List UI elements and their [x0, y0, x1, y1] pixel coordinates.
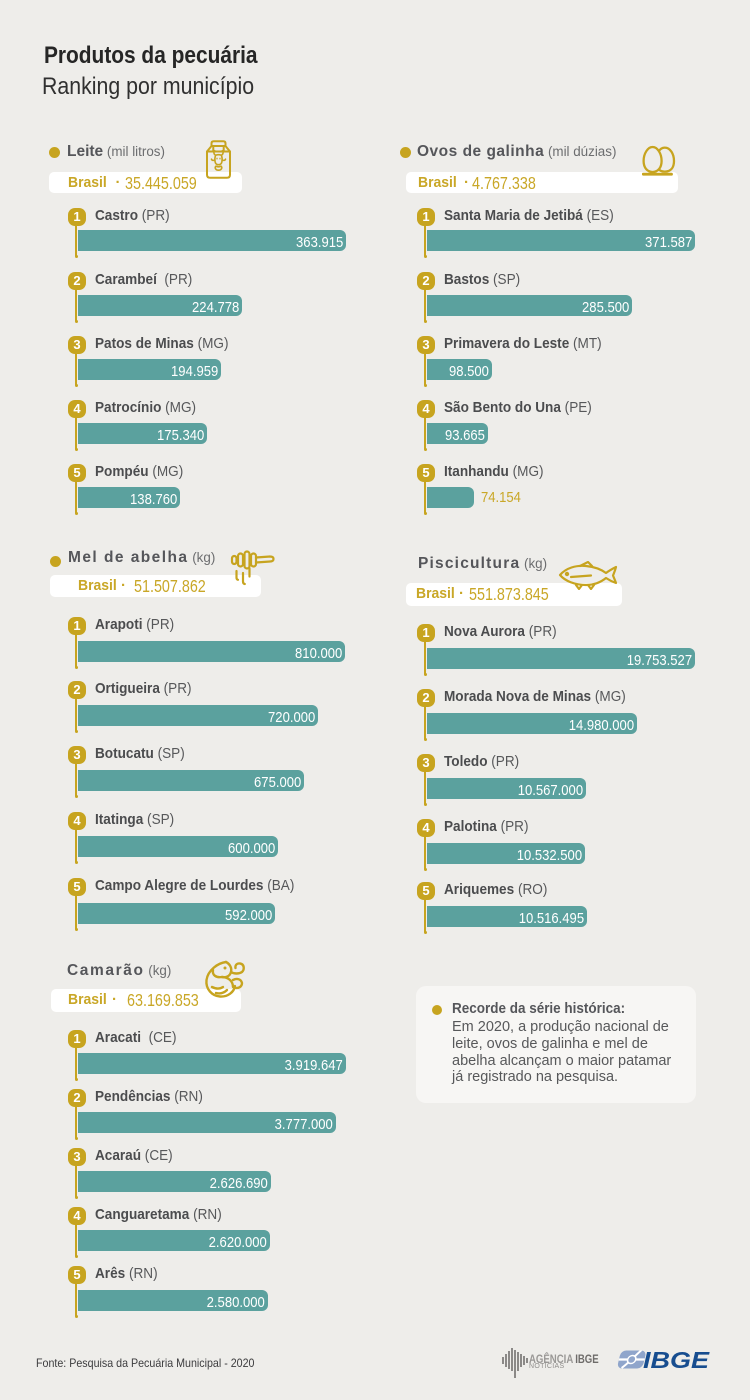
svg-text:IBGE: IBGE — [643, 1348, 711, 1372]
